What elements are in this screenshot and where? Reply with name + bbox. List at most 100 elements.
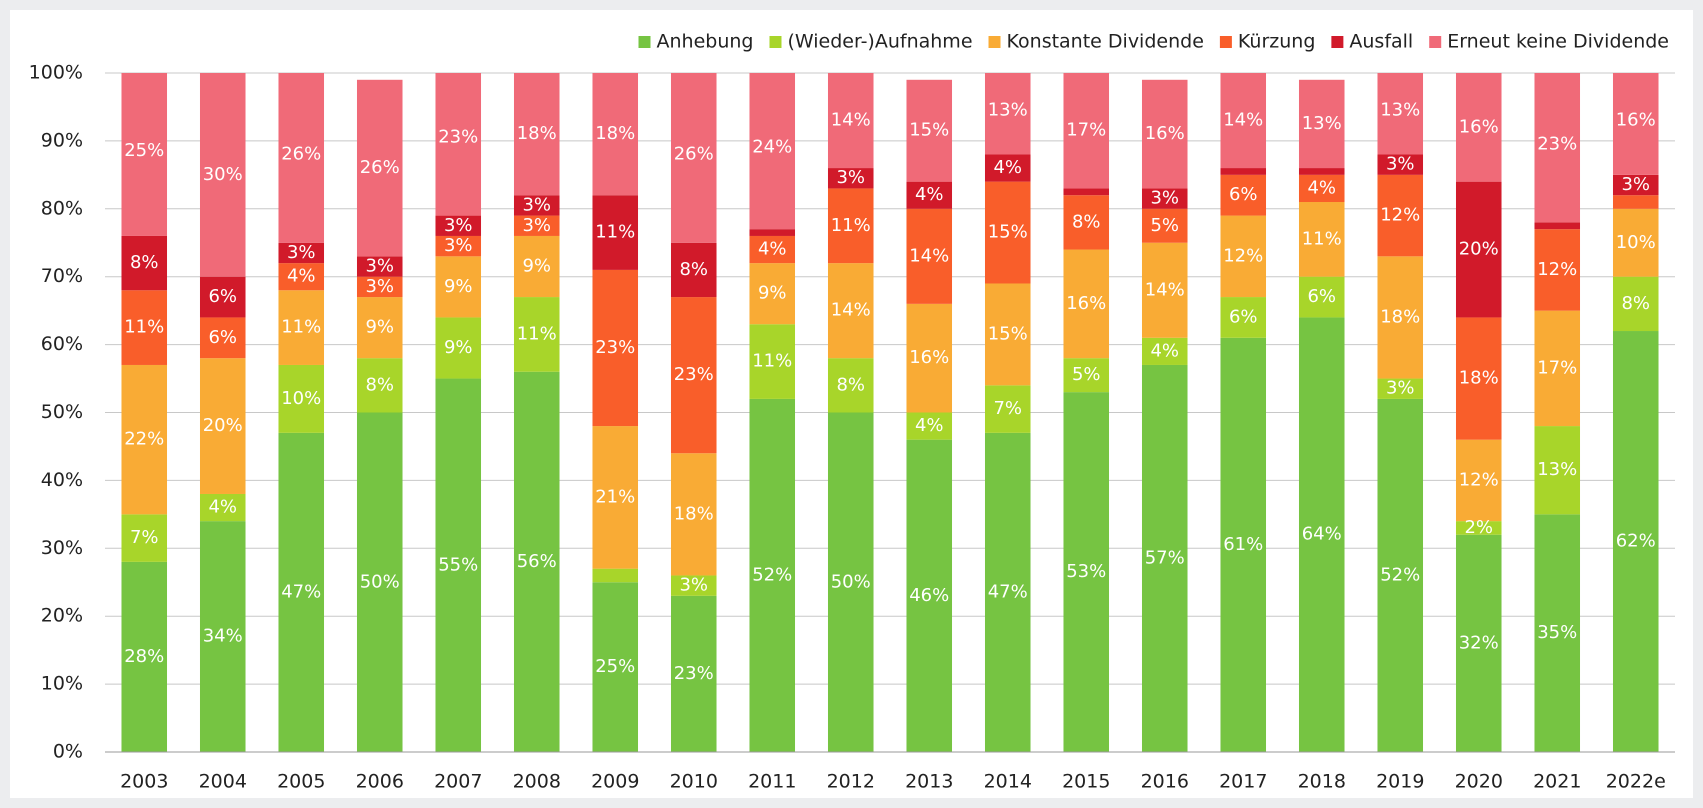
- y-tick-label: 50%: [41, 401, 83, 423]
- x-tick-label: 2007: [434, 771, 482, 793]
- x-tick-label: 2022e: [1606, 771, 1666, 793]
- value-label: 4%: [993, 157, 1022, 178]
- value-label: 64%: [1302, 524, 1342, 545]
- value-label: 5%: [1072, 364, 1101, 385]
- value-label: 4%: [1307, 177, 1336, 198]
- x-tick-label: 2020: [1455, 771, 1503, 793]
- value-label: 25%: [124, 140, 164, 161]
- value-label: 3%: [522, 215, 551, 236]
- bar-segment: [1377, 174, 1424, 257]
- bar-segment: [1298, 317, 1345, 752]
- bar-segment: [670, 575, 717, 596]
- value-label: 46%: [909, 585, 949, 606]
- value-label: 30%: [203, 164, 243, 185]
- bar-segment: [1455, 317, 1502, 440]
- value-label: 13%: [988, 99, 1028, 120]
- bar-segment: [1612, 174, 1659, 196]
- x-tick-label: 2018: [1298, 771, 1346, 793]
- legend-label: Anhebung: [657, 31, 754, 53]
- value-label: 6%: [1229, 306, 1258, 327]
- bar-segment: [984, 283, 1031, 386]
- y-tick-label: 30%: [41, 537, 83, 559]
- bar-segment: [1220, 168, 1267, 175]
- x-tick-label: 2012: [827, 771, 875, 793]
- value-label: 12%: [1223, 245, 1263, 266]
- bar-segment: [1298, 202, 1345, 277]
- bar-segment: [435, 378, 482, 752]
- value-label: 3%: [444, 215, 473, 236]
- value-label: 24%: [752, 137, 792, 158]
- bars: [121, 73, 1659, 752]
- bar-segment: [121, 235, 168, 291]
- value-label: 9%: [758, 283, 787, 304]
- value-label: 8%: [836, 374, 865, 395]
- bar-segment: [1063, 249, 1110, 359]
- bar-segment: [278, 364, 325, 433]
- value-label: 15%: [988, 323, 1028, 344]
- bar-segment: [1298, 168, 1345, 175]
- bar-segment: [1612, 208, 1659, 277]
- value-label: 17%: [1537, 357, 1577, 378]
- bar-segment: [749, 235, 796, 264]
- bar-segment: [1455, 534, 1502, 752]
- value-label: 18%: [674, 503, 714, 524]
- value-label: 23%: [438, 127, 478, 148]
- legend-swatch: [1219, 36, 1232, 48]
- value-label: 55%: [438, 554, 478, 575]
- bar-segment: [199, 493, 246, 522]
- bar-segment: [827, 263, 874, 359]
- value-label: 3%: [444, 235, 473, 256]
- value-label: 53%: [1066, 561, 1106, 582]
- bar-segment: [435, 215, 482, 236]
- bar-segment: [1377, 73, 1424, 155]
- value-label: 26%: [281, 143, 321, 164]
- value-label: 14%: [1145, 279, 1185, 300]
- bar-segment: [278, 263, 325, 291]
- bar-segment: [1220, 215, 1267, 298]
- value-label: 14%: [909, 245, 949, 266]
- bar-segment: [1298, 174, 1345, 203]
- bar-segment: [278, 290, 325, 365]
- bar-segment: [356, 256, 403, 277]
- bar-segment: [199, 73, 246, 277]
- x-tick-label: 2019: [1376, 771, 1424, 793]
- bar-segment: [827, 412, 874, 752]
- bar-segment: [984, 181, 1031, 284]
- bar-segment: [513, 195, 560, 216]
- value-label: 9%: [444, 276, 473, 297]
- bar-segment: [592, 568, 639, 583]
- x-tick-label: 2003: [120, 771, 168, 793]
- bar-segment: [1612, 331, 1659, 752]
- value-label: 18%: [1380, 306, 1420, 327]
- bar-segment: [592, 195, 639, 270]
- bar-segment: [1612, 276, 1659, 332]
- y-tick-label: 60%: [41, 333, 83, 355]
- bar-segment: [749, 229, 796, 236]
- bar-segment: [592, 582, 639, 752]
- bar-segment: [906, 181, 953, 209]
- bar-segment: [1220, 174, 1267, 216]
- value-label: 3%: [522, 194, 551, 215]
- value-label: 14%: [1223, 110, 1263, 131]
- bar-segment: [1220, 73, 1267, 169]
- bar-segment: [984, 73, 1031, 155]
- value-label: 13%: [1380, 99, 1420, 120]
- value-label: 3%: [1386, 154, 1415, 175]
- value-label: 11%: [752, 351, 792, 372]
- bar-segment: [827, 358, 874, 413]
- value-label: 23%: [674, 663, 714, 684]
- bar-segment: [356, 79, 403, 257]
- value-label: 25%: [595, 656, 635, 677]
- bar-segment: [827, 168, 874, 189]
- value-label: 6%: [1229, 184, 1258, 205]
- value-label: 6%: [1307, 286, 1336, 307]
- value-label: 6%: [208, 286, 237, 307]
- value-label: 18%: [595, 123, 635, 144]
- bar-segment: [513, 73, 560, 196]
- bar-segment: [749, 398, 796, 752]
- value-label: 12%: [1459, 469, 1499, 490]
- value-label: 16%: [909, 347, 949, 368]
- value-label: 4%: [287, 266, 316, 287]
- value-label: 8%: [1072, 211, 1101, 232]
